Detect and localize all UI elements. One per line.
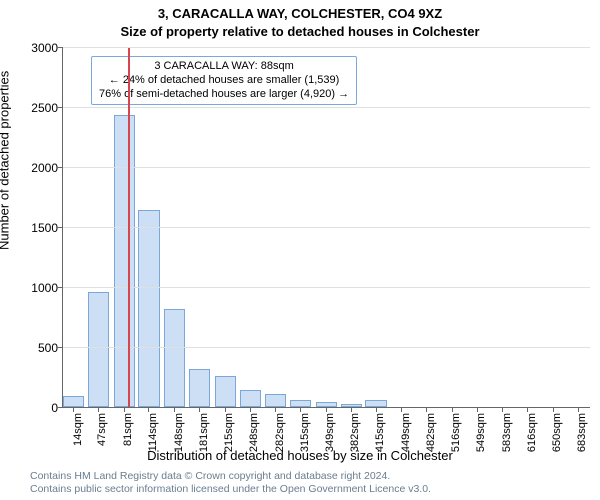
chart-root: 3, CARACALLA WAY, COLCHESTER, CO4 9XZ Si… bbox=[0, 0, 600, 500]
annotation-line1: 3 CARACALLA WAY: 88sqm bbox=[99, 60, 349, 74]
xtick bbox=[225, 407, 226, 412]
xtick-label: 282sqm bbox=[274, 413, 286, 452]
histogram-bar bbox=[240, 390, 261, 407]
xtick bbox=[401, 407, 402, 412]
annotation-line3: 76% of semi-detached houses are larger (… bbox=[99, 88, 349, 102]
xtick-label: 482sqm bbox=[425, 413, 437, 452]
histogram-bar bbox=[365, 400, 386, 407]
gridline bbox=[63, 227, 590, 228]
annotation-line2: ← 24% of detached houses are smaller (1,… bbox=[99, 74, 349, 88]
xtick bbox=[124, 407, 125, 412]
attribution-line1: Contains HM Land Registry data © Crown c… bbox=[30, 470, 431, 483]
subject-vline bbox=[128, 48, 130, 407]
histogram-bar bbox=[164, 309, 185, 407]
ytick-label: 1000 bbox=[18, 281, 58, 295]
histogram-bar bbox=[63, 396, 84, 407]
xtick bbox=[351, 407, 352, 412]
ytick bbox=[58, 227, 63, 228]
xtick-label: 549sqm bbox=[475, 413, 487, 452]
xtick-label: 114sqm bbox=[147, 413, 159, 451]
xtick bbox=[452, 407, 453, 412]
attribution-line2: Contains public sector information licen… bbox=[30, 483, 431, 496]
xtick-label: 449sqm bbox=[400, 413, 412, 452]
xtick-label: 81sqm bbox=[122, 413, 134, 446]
gridline bbox=[63, 167, 590, 168]
y-axis-label: Number of detached properties bbox=[0, 71, 12, 250]
ytick bbox=[58, 407, 63, 408]
xtick bbox=[326, 407, 327, 412]
gridline bbox=[63, 107, 590, 108]
ytick-label: 3000 bbox=[18, 41, 58, 55]
xtick-label: 315sqm bbox=[299, 413, 311, 452]
xtick-label: 516sqm bbox=[450, 413, 462, 452]
ytick-label: 2000 bbox=[18, 161, 58, 175]
gridline bbox=[63, 287, 590, 288]
histogram-bar bbox=[189, 369, 210, 407]
xtick bbox=[553, 407, 554, 412]
xtick bbox=[98, 407, 99, 412]
xtick-label: 616sqm bbox=[526, 413, 538, 452]
x-axis-label: Distribution of detached houses by size … bbox=[0, 448, 600, 463]
histogram-bar bbox=[290, 400, 311, 407]
xtick-label: 382sqm bbox=[349, 413, 361, 452]
chart-title-line2: Size of property relative to detached ho… bbox=[0, 24, 600, 39]
xtick-label: 415sqm bbox=[374, 413, 386, 452]
xtick bbox=[527, 407, 528, 412]
xtick-label: 181sqm bbox=[198, 413, 210, 452]
chart-title-line1: 3, CARACALLA WAY, COLCHESTER, CO4 9XZ bbox=[0, 6, 600, 21]
plot-area: 3 CARACALLA WAY: 88sqm ← 24% of detached… bbox=[62, 48, 590, 408]
ytick bbox=[58, 47, 63, 48]
xtick-label: 349sqm bbox=[324, 413, 336, 452]
xtick-label: 215sqm bbox=[223, 413, 235, 452]
xtick-label: 47sqm bbox=[96, 413, 108, 446]
xtick bbox=[578, 407, 579, 412]
ytick-label: 1500 bbox=[18, 221, 58, 235]
xtick-label: 683sqm bbox=[576, 413, 588, 452]
xtick bbox=[275, 407, 276, 412]
xtick bbox=[250, 407, 251, 412]
xtick-label: 248sqm bbox=[248, 413, 260, 452]
ytick bbox=[58, 167, 63, 168]
xtick-label: 14sqm bbox=[72, 413, 84, 446]
gridline bbox=[63, 347, 590, 348]
histogram-bar bbox=[114, 115, 135, 407]
attribution: Contains HM Land Registry data © Crown c… bbox=[30, 470, 431, 496]
ytick-label: 0 bbox=[18, 401, 58, 415]
histogram-bar bbox=[215, 376, 236, 407]
xtick-label: 583sqm bbox=[501, 413, 513, 452]
xtick bbox=[73, 407, 74, 412]
ytick bbox=[58, 287, 63, 288]
ytick-label: 500 bbox=[18, 341, 58, 355]
histogram-bar bbox=[138, 210, 159, 407]
xtick-label: 148sqm bbox=[173, 413, 185, 452]
xtick bbox=[426, 407, 427, 412]
ytick-label: 2500 bbox=[18, 101, 58, 115]
histogram-bar bbox=[88, 292, 109, 407]
gridline bbox=[63, 47, 590, 48]
xtick bbox=[174, 407, 175, 412]
xtick bbox=[502, 407, 503, 412]
xtick-label: 650sqm bbox=[551, 413, 563, 452]
subject-annotation-box: 3 CARACALLA WAY: 88sqm ← 24% of detached… bbox=[91, 56, 357, 105]
xtick bbox=[300, 407, 301, 412]
xtick bbox=[148, 407, 149, 412]
ytick bbox=[58, 107, 63, 108]
xtick bbox=[477, 407, 478, 412]
xtick bbox=[376, 407, 377, 412]
histogram-bar bbox=[265, 394, 286, 407]
xtick bbox=[199, 407, 200, 412]
ytick bbox=[58, 347, 63, 348]
